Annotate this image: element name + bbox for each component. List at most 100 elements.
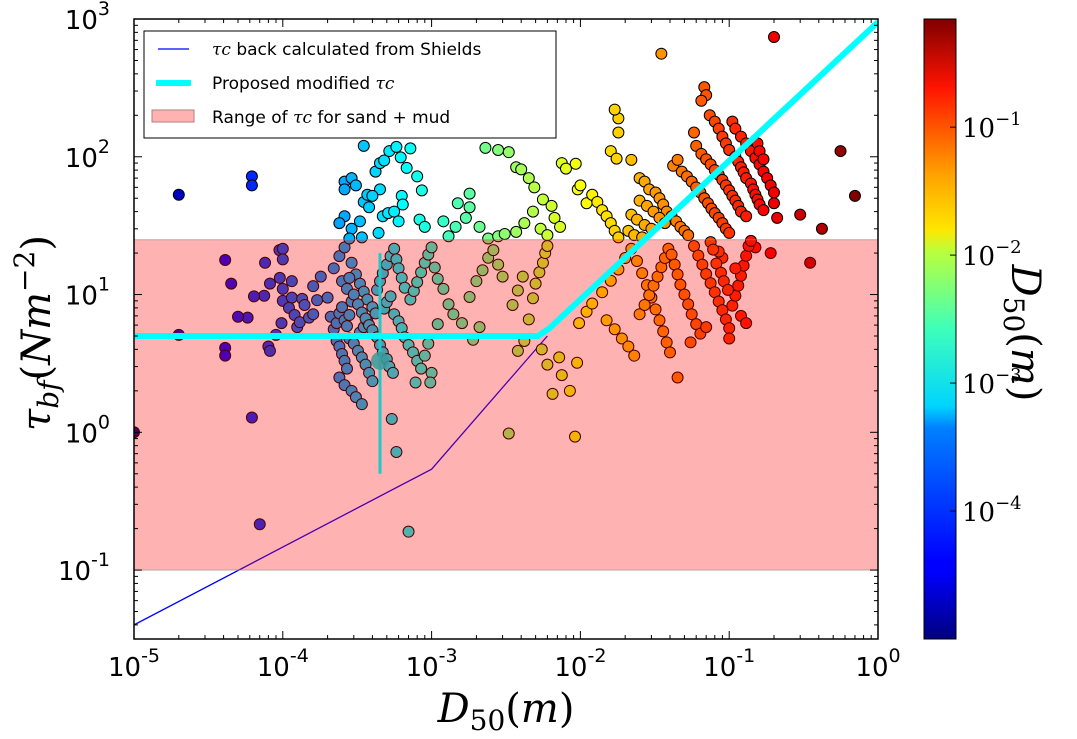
scatter-point — [516, 270, 529, 283]
legend-box — [143, 30, 557, 139]
scatter-point — [757, 153, 770, 166]
scatter-point — [307, 280, 320, 293]
scatter-point — [276, 282, 289, 295]
x-tick-label: 10-2 — [554, 645, 606, 683]
scatter-point — [671, 153, 684, 166]
scatter-point — [682, 229, 695, 242]
scatter-point — [392, 215, 405, 228]
scatter-point — [385, 412, 398, 425]
scatter-point — [479, 141, 492, 154]
scatter-point — [273, 271, 286, 284]
scatter-point — [390, 445, 403, 458]
scatter-point — [541, 229, 554, 242]
scatter-point — [307, 308, 320, 321]
scatter-point — [455, 317, 468, 330]
scatter-point — [409, 376, 422, 389]
scatter-point — [384, 290, 397, 303]
scatter-point — [522, 172, 535, 185]
shields-line — [134, 335, 548, 626]
scatter-point — [684, 336, 697, 349]
scatter-point — [541, 358, 554, 371]
scatter-point — [515, 163, 528, 176]
scatter-point — [298, 298, 311, 311]
scatter-point — [431, 318, 444, 331]
scatter-point — [608, 323, 621, 336]
y-axis-ticks: 10-1 100 101 102 103 — [58, 0, 878, 626]
scatter-point — [219, 254, 232, 267]
plot-frame — [133, 18, 879, 640]
scatter-point — [437, 282, 450, 295]
scatter-point — [553, 351, 566, 364]
sand-mud-range-band — [134, 239, 878, 571]
scatter-point — [767, 31, 780, 44]
scatter-point — [610, 152, 623, 165]
scatter-point — [473, 321, 486, 334]
scatter-point — [437, 215, 450, 228]
scatter-point — [744, 234, 757, 247]
scatter-point — [470, 275, 483, 288]
scatter-point — [522, 313, 535, 326]
scatter-point — [463, 187, 476, 200]
scatter-point — [546, 387, 559, 400]
scatter-point — [569, 157, 582, 170]
scatter-point — [343, 309, 356, 322]
scatter-point — [687, 126, 700, 139]
scatter-point — [428, 261, 441, 274]
x-axis-title: D50(m) — [437, 686, 575, 737]
scatter-point — [636, 267, 649, 280]
scatter-point — [622, 340, 635, 353]
scatter-point — [314, 270, 327, 283]
scatter-point — [630, 255, 643, 268]
scatter-point — [349, 179, 362, 192]
scatter-point — [612, 126, 625, 139]
scatter-point — [418, 349, 431, 362]
x-tick-label: 10-5 — [108, 645, 160, 683]
scatter-point — [225, 277, 238, 290]
scatter-point — [707, 243, 720, 256]
scatter-point — [625, 153, 638, 166]
scatter-point — [366, 189, 379, 202]
scatter-point — [411, 170, 424, 183]
scatter-point — [498, 228, 511, 241]
legend: τc back calculated from Shields Proposed… — [143, 30, 557, 139]
scatter-point — [373, 183, 386, 196]
scatter-point — [327, 262, 340, 275]
scatter-point — [511, 284, 524, 297]
scatter-point — [657, 325, 670, 338]
scatter-point — [263, 277, 276, 290]
scatter-point — [355, 398, 368, 411]
scatter-point — [535, 343, 548, 356]
scatter-point — [502, 146, 515, 159]
scatter-point — [245, 411, 258, 424]
scatter-point — [554, 220, 567, 233]
scatter-point — [357, 139, 370, 152]
scatter-point — [345, 222, 358, 235]
scatter-point — [492, 258, 505, 271]
scatter-point — [476, 264, 489, 277]
x-tick-label: 10-3 — [406, 645, 458, 683]
scatter-point — [451, 197, 464, 210]
x-tick-label: 10-1 — [703, 645, 755, 683]
y-tick-label: 10-1 — [58, 549, 110, 587]
legend-label-shields: τc back calculated from Shields — [212, 40, 481, 60]
scatter-point — [275, 317, 288, 330]
colorbar — [923, 18, 957, 640]
scatter-point — [526, 292, 539, 305]
scatter-point — [492, 143, 505, 156]
colorbar-tick-label: 10−1 — [962, 109, 1022, 144]
scatter-point — [345, 256, 358, 269]
scatter-point — [487, 244, 500, 257]
x-tick-label: 10-4 — [257, 645, 309, 683]
scatter-point — [586, 297, 599, 310]
scatter-point — [321, 291, 334, 304]
scatter-point — [363, 201, 376, 214]
scatter-point — [388, 205, 401, 218]
scatter-point — [511, 344, 524, 357]
modified-tau-line — [134, 19, 878, 340]
scatter-point — [723, 332, 736, 345]
scatter-point — [528, 181, 541, 194]
scatter-point — [545, 199, 558, 212]
scatter-point — [600, 314, 613, 327]
x-tick-label: 100 — [855, 645, 900, 683]
